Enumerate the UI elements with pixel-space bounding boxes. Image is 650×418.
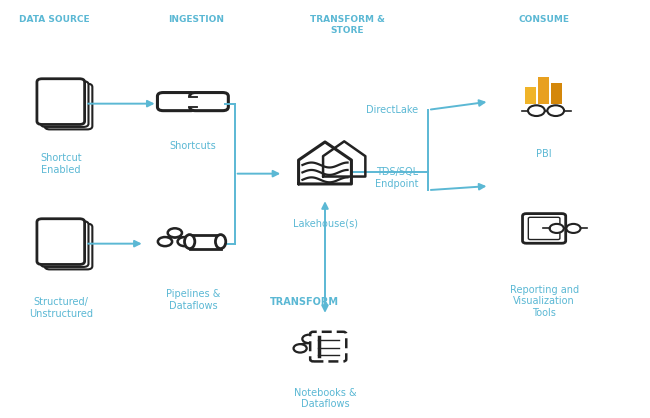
Text: CONSUME: CONSUME	[519, 15, 569, 24]
Text: DirectLake: DirectLake	[367, 105, 419, 115]
FancyBboxPatch shape	[190, 92, 228, 111]
Text: TRANSFORM &
STORE: TRANSFORM & STORE	[310, 15, 385, 35]
FancyBboxPatch shape	[41, 221, 88, 267]
Circle shape	[311, 344, 324, 352]
Text: Pipelines &
Dataflows: Pipelines & Dataflows	[166, 289, 220, 311]
Text: TDS/SQL
Endpoint: TDS/SQL Endpoint	[375, 167, 419, 189]
Bar	[538, 77, 549, 104]
FancyBboxPatch shape	[190, 234, 220, 249]
Circle shape	[168, 228, 182, 237]
Ellipse shape	[215, 234, 226, 249]
Circle shape	[566, 224, 580, 233]
Circle shape	[547, 105, 564, 116]
FancyBboxPatch shape	[528, 217, 560, 240]
Circle shape	[177, 237, 192, 246]
FancyBboxPatch shape	[310, 332, 346, 362]
Text: DATA SOURCE: DATA SOURCE	[19, 15, 90, 24]
Circle shape	[302, 335, 315, 343]
Text: Shortcuts: Shortcuts	[170, 141, 216, 151]
Circle shape	[158, 237, 172, 246]
FancyBboxPatch shape	[37, 79, 84, 125]
Text: Notebooks &
Dataflows: Notebooks & Dataflows	[294, 388, 356, 409]
Circle shape	[528, 105, 545, 116]
Bar	[525, 87, 536, 104]
FancyBboxPatch shape	[523, 214, 566, 243]
Text: INGESTION: INGESTION	[168, 15, 224, 24]
Circle shape	[294, 344, 307, 352]
Ellipse shape	[185, 234, 195, 249]
FancyBboxPatch shape	[37, 219, 84, 265]
Text: Lakehouse(s): Lakehouse(s)	[292, 219, 358, 229]
Text: TRANSFORM: TRANSFORM	[270, 297, 339, 307]
Circle shape	[550, 224, 564, 233]
FancyBboxPatch shape	[45, 84, 92, 130]
Bar	[551, 83, 562, 104]
Text: Structured/
Unstructured: Structured/ Unstructured	[29, 297, 93, 319]
FancyBboxPatch shape	[157, 92, 196, 111]
FancyBboxPatch shape	[45, 224, 92, 269]
Text: PBI: PBI	[536, 149, 552, 159]
FancyBboxPatch shape	[41, 81, 88, 127]
Text: Shortcut
Enabled: Shortcut Enabled	[40, 153, 82, 175]
Text: Reporting and
Visualization
Tools: Reporting and Visualization Tools	[510, 285, 578, 318]
